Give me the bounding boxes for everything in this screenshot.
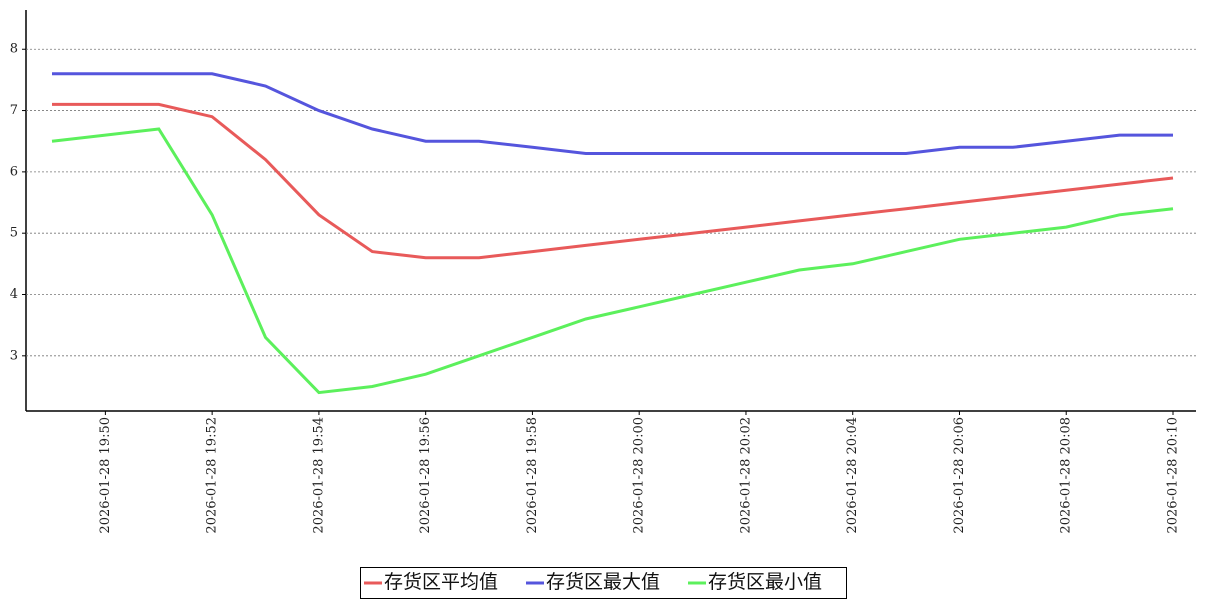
x-tick-label: 2026-01-28 20:02 (738, 417, 753, 534)
series-line (52, 102, 1174, 260)
x-tick-label: 2026-01-28 19:58 (525, 417, 540, 534)
x-tick-label: 2026-01-28 20:04 (845, 417, 860, 534)
legend-text: 存货区平均值 (384, 571, 498, 593)
legend-text: 存货区最大值 (546, 571, 660, 593)
series-line (51, 127, 1174, 395)
legend-box (360, 567, 847, 599)
y-tick-label: 3 (10, 348, 18, 363)
series-line (52, 72, 1173, 155)
x-tick-label: 2026-01-28 19:56 (418, 417, 433, 534)
y-tick-label: 5 (10, 226, 18, 241)
x-tick-label: 2026-01-28 19:52 (205, 417, 220, 534)
y-tick-label: 7 (10, 103, 18, 118)
y-tick-label: 8 (10, 42, 18, 57)
x-tick-label: 2026-01-28 19:54 (311, 417, 326, 534)
y-tick-label: 4 (10, 287, 18, 302)
x-tick-label: 2026-01-28 20:10 (1166, 417, 1181, 534)
legend-text: 存货区最小值 (708, 571, 822, 593)
x-tick-label: 2026-01-28 20:08 (1059, 417, 1074, 534)
x-tick-label: 2026-01-28 19:50 (98, 417, 113, 534)
x-tick-label: 2026-01-28 20:06 (952, 417, 967, 534)
x-tick-label: 2026-01-28 20:00 (632, 417, 647, 534)
y-tick-label: 6 (10, 164, 18, 179)
